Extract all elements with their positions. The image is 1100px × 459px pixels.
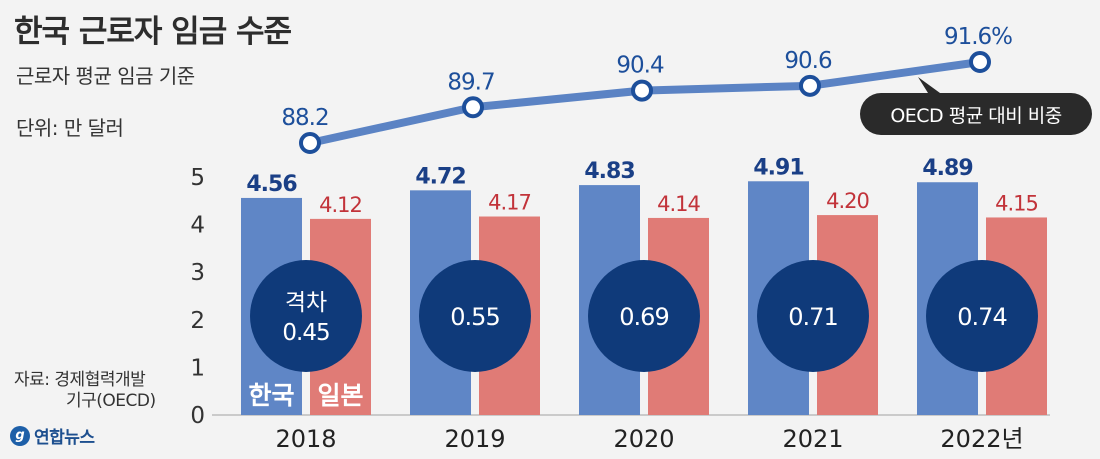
gap-circle [419,260,531,372]
axis-layer: 0 1 2 3 4 5 2018 2019 2020 2021 2022년 [190,165,1050,453]
unit-label: 단위: 만 달러 [16,116,124,140]
bar-korea-value-label: 4.89 [922,156,972,181]
bar-korea-value-label: 4.72 [415,164,465,189]
ratio-point [299,132,321,154]
y-tick-label: 1 [190,355,205,381]
bar-japan-value-label: 4.15 [995,191,1038,215]
ratio-value-label: 88.2 [281,105,328,131]
ratio-value-label: 89.7 [447,69,494,95]
bar-japan-value-label: 4.17 [488,191,531,215]
source-note: 자료: 경제협력개발 기구(OECD) [14,370,156,412]
y-tick-label: 5 [190,165,205,191]
callout-text: OECD 평균 대비 비중 [890,105,1061,127]
source-line-1: 자료: 경제협력개발 [14,370,146,390]
ratio-value-label: 90.6 [784,48,832,74]
gap-circle-value: 0.69 [619,303,668,331]
gap-circle-prefix: 격차 [285,290,327,316]
ratio-point [969,51,991,73]
gap-circle [588,260,700,372]
x-tick-label: 2022년 [940,425,1023,453]
ratio-point [631,79,653,102]
x-tick-label: 2018 [275,425,336,453]
gap-circle-value: 0.55 [450,303,499,331]
ratio-value-label: 91.6% [944,24,1012,50]
y-tick-label: 3 [190,260,205,286]
series-label-korea: 한국 [248,381,294,410]
gap-circle-value: 0.71 [788,303,837,331]
gap-circle [250,260,362,372]
gap-circle [757,260,869,372]
bar-japan-value-label: 4.20 [826,189,869,213]
ratio-line-layer: 88.2 89.7 90.4 90.6 91.6% OECD 평균 대비 비중 [281,24,1092,154]
callout-pointer [918,77,940,93]
yonhap-logo-icon: g [10,425,30,446]
ratio-line-callout: OECD 평균 대비 비중 [860,77,1092,135]
x-tick-label: 2020 [613,425,674,453]
bar-korea-value-label: 4.91 [753,155,803,180]
source-line-2: 기구(OECD) [66,391,156,411]
y-tick-label: 2 [190,308,205,334]
bar-japan-value-label: 4.12 [319,193,362,217]
ratio-value-label: 90.4 [616,53,664,79]
bar-korea-value-label: 4.56 [246,172,297,197]
series-label-japan: 일본 [317,381,363,410]
x-tick-label: 2019 [444,425,505,453]
callout-box [860,93,1092,135]
ratio-point [799,74,821,97]
ratio-point [462,96,484,119]
gap-circle-layer: 격차 0.45 0.55 0.69 0.71 0.74 [250,260,1038,372]
chart-title: 한국 근로자 임금 수준 [14,14,292,50]
y-tick-label: 4 [190,213,205,239]
y-tick-label: 0 [190,403,205,429]
chart-subtitle: 근로자 평균 임금 기준 [16,64,195,88]
bar-japan-value-label: 4.14 [657,192,700,216]
yonhap-logo-text: 연합뉴스 [34,428,95,448]
gap-circle-value: 0.45 [282,320,329,346]
x-tick-label: 2021 [782,425,843,453]
bar-korea-value-label: 4.83 [584,159,634,184]
gap-circle-value: 0.74 [957,303,1006,331]
yonhap-logo: g 연합뉴스 [10,423,95,448]
gap-circle [926,260,1038,372]
